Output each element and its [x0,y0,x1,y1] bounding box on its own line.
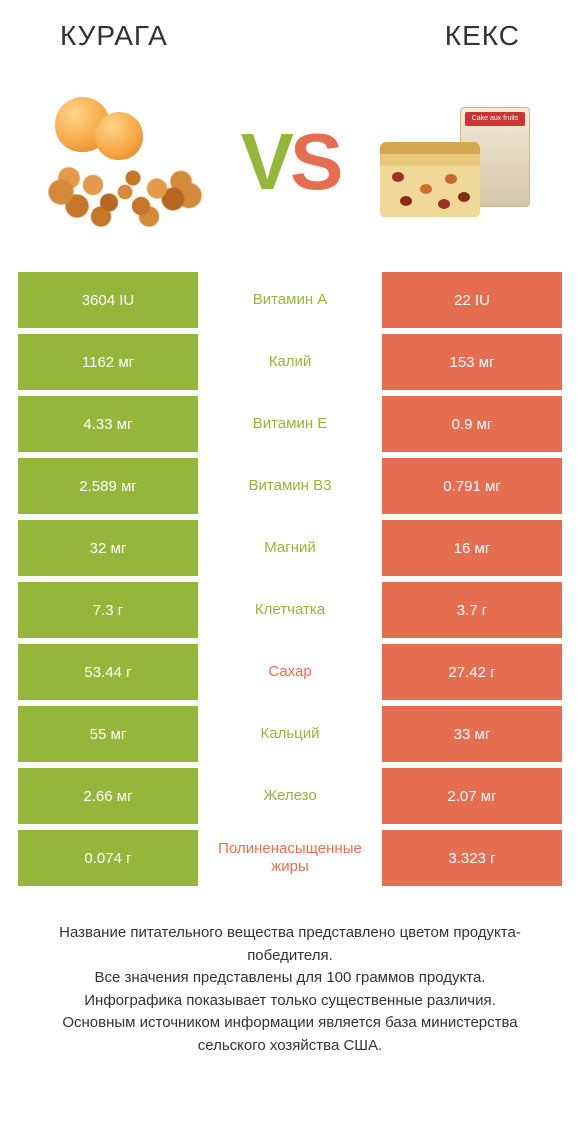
table-row: 2.589 мгВитамин B30.791 мг [18,458,562,514]
nutrient-label: Полиненасыщенные жиры [198,830,382,886]
nutrient-label: Калий [198,334,382,390]
cake-image: Cake aux fruits [370,92,540,232]
nutrient-label: Железо [198,768,382,824]
value-left: 1162 мг [18,334,198,390]
value-right: 33 мг [382,706,562,762]
value-right: 153 мг [382,334,562,390]
value-right: 0.791 мг [382,458,562,514]
table-row: 0.074 гПолиненасыщенные жиры3.323 г [18,830,562,886]
footer-line: Основным источником информации является … [30,1012,550,1057]
hero-row: VS Cake aux fruits [0,62,580,262]
value-left: 53.44 г [18,644,198,700]
footer-note: Название питательного вещества представл… [0,892,580,1057]
table-row: 1162 мгКалий153 мг [18,334,562,390]
value-right: 2.07 мг [382,768,562,824]
table-row: 55 мгКальций33 мг [18,706,562,762]
title-left: КУРАГА [60,20,168,52]
nutrient-label: Витамин B3 [198,458,382,514]
footer-line: Все значения представлены для 100 граммо… [30,967,550,990]
table-row: 32 мгМагний16 мг [18,520,562,576]
table-row: 2.66 мгЖелезо2.07 мг [18,768,562,824]
table-row: 7.3 гКлетчатка3.7 г [18,582,562,638]
value-left: 2.66 мг [18,768,198,824]
value-right: 22 IU [382,272,562,328]
apricot-image [40,92,210,232]
value-right: 3.323 г [382,830,562,886]
footer-line: Инфографика показывает только существенн… [30,990,550,1013]
nutrient-label: Кальций [198,706,382,762]
value-left: 55 мг [18,706,198,762]
nutrient-label: Магний [198,520,382,576]
value-left: 2.589 мг [18,458,198,514]
value-right: 16 мг [382,520,562,576]
nutrition-table: 3604 IUВитамин A22 IU 1162 мгКалий153 мг 4… [0,262,580,886]
value-left: 32 мг [18,520,198,576]
value-left: 7.3 г [18,582,198,638]
vs-v: V [241,117,290,206]
header: КУРАГА КЕКС [0,0,580,62]
nutrient-label: Витамин A [198,272,382,328]
value-right: 27.42 г [382,644,562,700]
value-left: 4.33 мг [18,396,198,452]
footer-line: Название питательного вещества представл… [30,922,550,967]
vs-label: VS [241,116,340,208]
nutrient-label: Сахар [198,644,382,700]
value-left: 3604 IU [18,272,198,328]
table-row: 3604 IUВитамин A22 IU [18,272,562,328]
table-row: 53.44 гСахар27.42 г [18,644,562,700]
title-right: КЕКС [445,20,520,52]
nutrient-label: Клетчатка [198,582,382,638]
nutrient-label: Витамин E [198,396,382,452]
vs-s: S [290,117,339,206]
value-right: 3.7 г [382,582,562,638]
table-row: 4.33 мгВитамин E0.9 мг [18,396,562,452]
value-right: 0.9 мг [382,396,562,452]
value-left: 0.074 г [18,830,198,886]
